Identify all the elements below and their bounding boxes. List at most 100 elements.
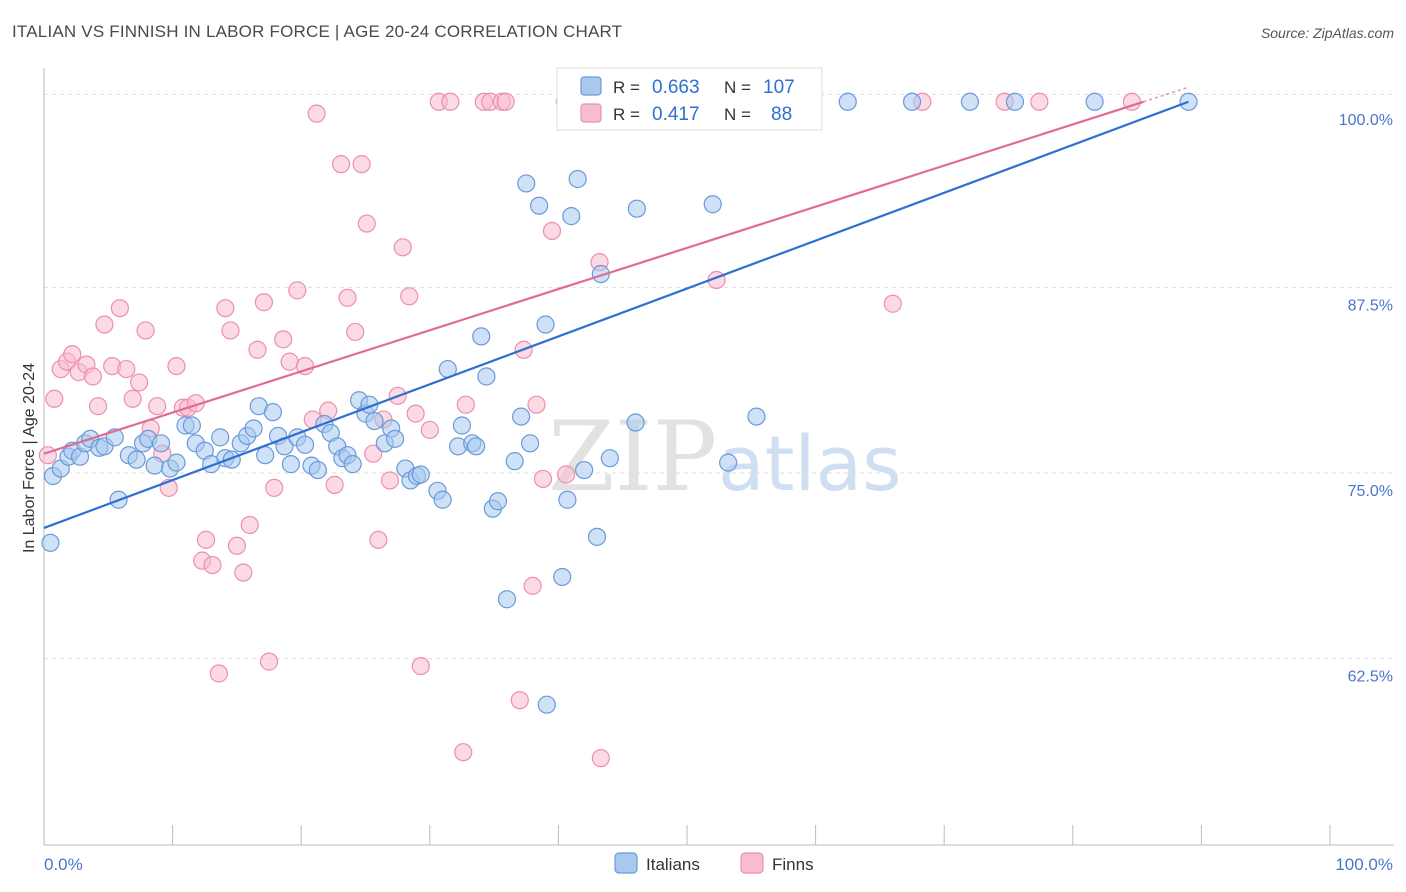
chart-title: ITALIAN VS FINNISH IN LABOR FORCE | AGE …	[12, 22, 623, 41]
italians-point-70	[505, 452, 524, 471]
finns-point-39	[288, 281, 307, 300]
finns-point-4	[63, 345, 82, 364]
italians-point-71	[512, 407, 531, 426]
finns-point-49	[357, 214, 376, 233]
italians-point-72	[521, 434, 540, 453]
source-label: Source: ZipAtlas.com	[1260, 25, 1394, 41]
legend-n-value-italians: 107	[763, 77, 795, 98]
italians-points	[41, 92, 1198, 714]
italians-point-69	[497, 590, 517, 609]
finns-point-7	[83, 367, 102, 386]
finns-point-38	[280, 352, 299, 371]
finns-point-32	[240, 515, 259, 535]
finns-point-81	[883, 294, 902, 313]
finns-point-83	[1030, 92, 1049, 111]
finns-point-27	[209, 664, 228, 683]
finns-point-37	[274, 330, 293, 349]
finns-point-40	[295, 356, 315, 376]
y-tick-label-3: 100.0%	[1339, 112, 1393, 129]
finns-point-9	[95, 315, 114, 334]
finns-point-46	[338, 288, 357, 307]
finns-point-26	[203, 555, 222, 575]
y-tick-labels: 62.5% 75.0% 87.5% 100.0%	[1339, 112, 1393, 686]
legend-n-label-italians: N =	[724, 78, 751, 97]
finns-point-0	[38, 446, 57, 465]
finns-point-35	[259, 652, 279, 671]
finns-point-13	[123, 389, 142, 408]
legend-swatch-italians	[580, 76, 602, 96]
italians-point-46	[343, 455, 362, 474]
italians-point-82	[591, 264, 610, 284]
finns-point-45	[331, 155, 351, 174]
italians-point-86	[703, 195, 722, 214]
italians-point-79	[568, 169, 587, 189]
y-tick-label-1: 75.0%	[1348, 483, 1393, 500]
finns-point-70	[523, 576, 542, 595]
finns-trend-extension	[1143, 86, 1189, 103]
y-tick-label-0: 62.5%	[1348, 669, 1393, 686]
finns-point-44	[325, 475, 344, 494]
finns-point-76	[591, 749, 610, 768]
finns-point-20	[167, 356, 186, 376]
italians-point-95	[1085, 92, 1104, 111]
finns-point-71	[527, 395, 546, 414]
finns-point-29	[221, 321, 240, 340]
italians-point-94	[1005, 92, 1025, 111]
italians-point-77	[558, 490, 577, 509]
finns-point-56	[400, 287, 419, 306]
italians-point-17	[151, 434, 171, 453]
x-tick-label-min: 0.0%	[44, 855, 83, 874]
bottom-legend-swatch-finns[interactable]	[740, 852, 764, 874]
y-axis-title: In Labor Force | Age 20-24	[21, 363, 38, 553]
finns-point-67	[496, 92, 515, 111]
italians-point-81	[587, 527, 607, 546]
finns-point-50	[364, 444, 383, 463]
italians-trend-line	[43, 100, 1189, 529]
italians-point-30	[244, 419, 263, 438]
bottom-legend-label-italians[interactable]: Italians	[646, 855, 700, 874]
bottom-legend-swatch-italians[interactable]	[614, 852, 638, 874]
finns-point-25	[196, 530, 216, 549]
italians-point-76	[553, 567, 572, 587]
x-tick-label-max: 100.0%	[1335, 855, 1393, 874]
italians-point-64	[466, 437, 486, 456]
italians-point-85	[626, 413, 645, 432]
finns-point-58	[411, 656, 430, 676]
italians-point-25	[211, 428, 230, 447]
finns-point-57	[406, 404, 425, 423]
legend-n-label-finns: N =	[724, 105, 751, 124]
finns-point-68	[510, 691, 529, 710]
italians-point-53	[385, 429, 405, 448]
italians-point-97	[537, 695, 556, 714]
finns-point-51	[369, 530, 388, 549]
finns-point-74	[557, 465, 576, 484]
finns-point-1	[45, 389, 64, 408]
series-legend: Italians Finns	[614, 852, 814, 874]
italians-point-83	[600, 449, 619, 468]
italians-point-32	[256, 446, 275, 465]
trend-lines	[43, 86, 1189, 529]
finns-point-42	[307, 104, 326, 123]
italians-point-78	[562, 207, 581, 226]
italians-point-92	[902, 92, 922, 111]
italians-point-59	[433, 490, 452, 509]
finns-point-14	[130, 373, 149, 392]
italians-point-80	[575, 460, 594, 480]
italians-point-21	[182, 416, 201, 435]
italians-point-57	[411, 465, 430, 484]
italians-point-74	[530, 196, 549, 215]
finns-point-48	[352, 155, 371, 174]
italians-point-91	[838, 92, 857, 111]
italians-point-66	[477, 367, 496, 386]
italians-point-87	[719, 453, 738, 472]
finns-point-28	[216, 299, 235, 318]
finns-point-63	[456, 395, 475, 414]
finns-point-73	[542, 221, 562, 241]
legend-swatch-finns	[580, 103, 602, 123]
finns-point-34	[254, 293, 274, 312]
italians-point-75	[536, 315, 555, 334]
italians-point-65	[472, 327, 491, 346]
bottom-legend-label-finns[interactable]: Finns	[772, 855, 814, 874]
italians-point-73	[517, 174, 536, 193]
